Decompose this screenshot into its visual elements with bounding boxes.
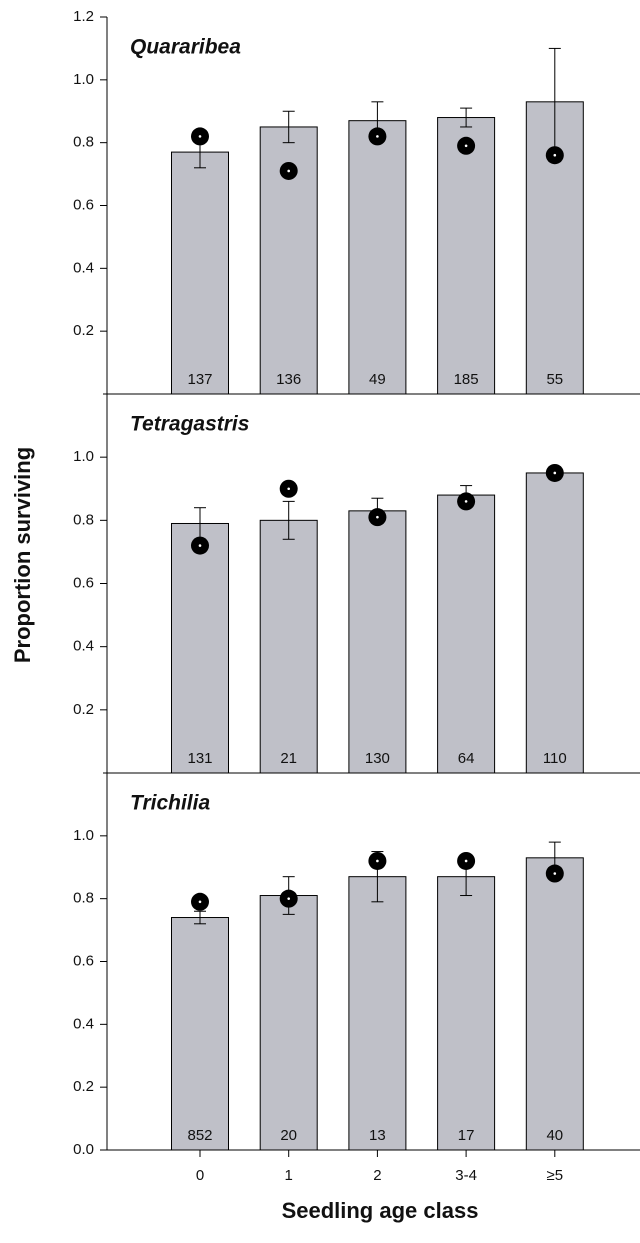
bar (259, 519, 318, 774)
count-label: 40 (546, 1127, 563, 1144)
bar (171, 151, 229, 395)
y-tick-label: 0.8 (73, 890, 94, 907)
bar (525, 857, 584, 1151)
point-center (464, 500, 468, 503)
x-tick-label: 2 (373, 1167, 381, 1184)
x-tick-label: 0 (196, 1167, 204, 1184)
x-axis-label: Seedling age class (282, 1198, 479, 1223)
y-tick-label: 1.0 (73, 827, 94, 844)
error-bar (194, 910, 206, 925)
x-tick-label: ≥5 (547, 1167, 564, 1184)
error-bar (282, 110, 295, 144)
count-label: 137 (187, 371, 212, 388)
count-label: 185 (454, 371, 479, 388)
count-label: 55 (546, 371, 563, 388)
y-tick-label: 0.8 (73, 134, 94, 151)
point-center (198, 135, 202, 138)
panel-title: Trichilia (130, 792, 210, 815)
count-label: 130 (365, 750, 390, 767)
y-tick-label: 0.4 (73, 1015, 94, 1032)
error-bar (460, 107, 473, 128)
y-tick-label: 1.0 (73, 448, 94, 465)
y-tick-label: 0.2 (73, 701, 94, 718)
count-label: 13 (369, 1127, 386, 1144)
x-tick-label: 3-4 (455, 1167, 477, 1184)
error-bar (282, 500, 295, 540)
count-label: 136 (276, 371, 301, 388)
count-label: 852 (187, 1127, 212, 1144)
bar (525, 472, 584, 774)
y-tick-label: 0.6 (73, 574, 94, 591)
bar (171, 522, 229, 774)
count-label: 64 (458, 750, 475, 767)
point-center (376, 515, 379, 519)
point-center (553, 153, 557, 157)
panel-title: Tetragastris (130, 413, 249, 436)
bar (437, 494, 496, 774)
point-center (287, 897, 291, 900)
point-center (464, 859, 468, 863)
bar (348, 510, 407, 774)
y-tick-label: 1.0 (73, 71, 94, 88)
panel-title: Quararibea (130, 36, 241, 59)
y-tick-label: 0.4 (73, 638, 94, 655)
y-tick-label: 0.4 (73, 259, 94, 276)
y-tick-label: 0.6 (73, 196, 94, 213)
count-label: 21 (280, 750, 297, 767)
y-tick-label: 0.2 (73, 322, 94, 339)
point-center (376, 859, 379, 863)
y-tick-label: 0.0 (73, 1141, 94, 1158)
count-label: 110 (543, 750, 567, 767)
count-label: 20 (280, 1127, 297, 1144)
x-tick-label: 1 (285, 1167, 293, 1184)
count-label: 17 (458, 1127, 475, 1144)
bar (348, 876, 407, 1151)
count-label: 49 (369, 371, 386, 388)
y-tick-label: 1.2 (73, 8, 94, 25)
bar (171, 917, 229, 1151)
bar (437, 876, 496, 1151)
point-center (287, 487, 291, 491)
y-axis-label: Proportion surviving (10, 447, 35, 663)
point-center (553, 872, 557, 875)
y-tick-label: 0.6 (73, 952, 94, 969)
point-center (287, 169, 291, 173)
point-center (553, 471, 557, 475)
bar (437, 117, 496, 395)
point-center (198, 544, 202, 547)
count-label: 131 (187, 750, 212, 767)
bar (348, 120, 407, 395)
y-tick-label: 0.8 (73, 511, 94, 528)
point-center (464, 144, 468, 148)
point-center (376, 135, 379, 138)
point-center (198, 900, 202, 904)
y-tick-label: 0.2 (73, 1078, 94, 1095)
bar (259, 895, 318, 1151)
